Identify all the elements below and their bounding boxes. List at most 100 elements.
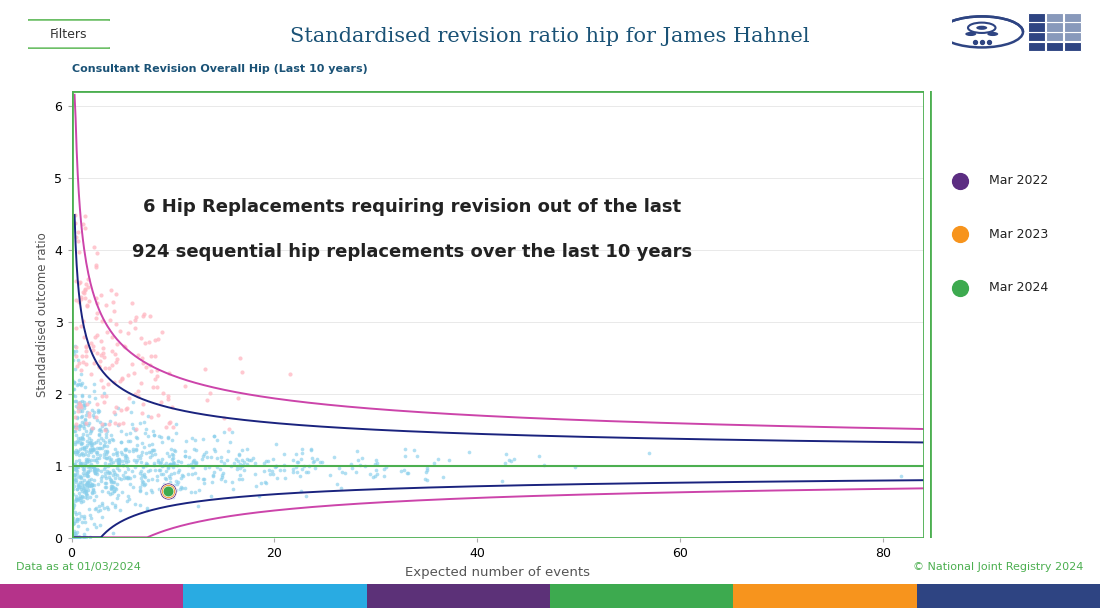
Point	[116, 473, 133, 483]
Point	[179, 460, 197, 469]
Point	[75, 486, 92, 496]
Point	[96, 452, 113, 462]
Point	[76, 517, 94, 527]
Point	[110, 457, 128, 466]
Point	[88, 443, 106, 453]
Point	[144, 450, 162, 460]
Point	[67, 532, 85, 542]
Point	[76, 285, 94, 295]
Point	[142, 351, 160, 361]
Point	[74, 491, 91, 500]
Point	[94, 500, 111, 510]
Point	[186, 455, 204, 465]
Point	[169, 457, 187, 466]
Point	[91, 417, 109, 427]
Point	[164, 423, 182, 432]
Point	[119, 457, 136, 466]
Point	[152, 465, 169, 475]
Point	[242, 455, 260, 465]
Point	[73, 440, 90, 449]
Point	[88, 454, 106, 463]
Point	[74, 219, 91, 229]
Point	[103, 481, 121, 491]
Point	[305, 457, 322, 466]
Point	[235, 466, 253, 475]
Point	[206, 444, 223, 454]
Point	[69, 433, 87, 443]
Point	[97, 432, 114, 442]
Point	[151, 432, 168, 441]
Point	[68, 446, 86, 455]
Point	[107, 469, 124, 478]
Point	[206, 432, 223, 441]
Point	[198, 447, 216, 457]
Point	[99, 468, 117, 478]
Point	[156, 473, 174, 483]
Point	[91, 520, 109, 530]
Point	[64, 475, 81, 485]
Point	[70, 455, 88, 465]
Point	[63, 505, 80, 515]
Point	[89, 399, 107, 409]
Point	[82, 459, 100, 469]
Point	[122, 480, 140, 489]
Point	[70, 379, 88, 389]
Point	[79, 447, 97, 457]
Point	[250, 491, 267, 501]
Point	[67, 323, 85, 333]
Bar	[1046, 13, 1063, 22]
Point	[70, 247, 88, 257]
Point	[78, 302, 96, 311]
Point	[118, 453, 135, 463]
Point	[160, 486, 177, 496]
Point	[337, 468, 354, 478]
Point	[287, 462, 305, 472]
Point	[87, 467, 104, 477]
Point	[89, 435, 107, 444]
Point	[92, 421, 110, 430]
Point	[288, 457, 306, 466]
Point	[88, 491, 106, 501]
Point	[95, 348, 112, 358]
Point	[101, 416, 119, 426]
Point	[108, 339, 125, 349]
Point	[152, 469, 169, 478]
Point	[125, 426, 143, 435]
Point	[65, 384, 82, 394]
Point	[78, 441, 96, 451]
Point	[88, 447, 106, 457]
Point	[536, 460, 553, 469]
Point	[80, 461, 98, 471]
Point	[76, 397, 94, 407]
Point	[218, 455, 235, 465]
Point	[128, 424, 145, 434]
Point	[72, 471, 89, 481]
Point	[173, 482, 190, 492]
Point	[228, 461, 245, 471]
Point	[68, 521, 86, 531]
Point	[140, 466, 157, 476]
Point	[92, 433, 110, 443]
Point	[256, 456, 274, 466]
Point	[63, 385, 80, 395]
Point	[165, 459, 183, 469]
Point	[161, 418, 178, 427]
Point	[67, 463, 85, 473]
Point	[74, 411, 91, 421]
Point	[161, 418, 178, 427]
Point	[275, 449, 293, 458]
Point	[66, 210, 84, 220]
Point	[82, 513, 100, 523]
Point	[239, 444, 256, 454]
Point	[640, 448, 658, 458]
Point	[103, 361, 121, 370]
Point	[144, 427, 162, 437]
Point	[117, 472, 134, 482]
Point	[73, 432, 90, 441]
Point	[109, 403, 126, 413]
Point	[134, 399, 152, 409]
Point	[72, 321, 89, 331]
Point	[128, 432, 145, 441]
Point	[231, 470, 249, 480]
Point	[91, 438, 109, 447]
